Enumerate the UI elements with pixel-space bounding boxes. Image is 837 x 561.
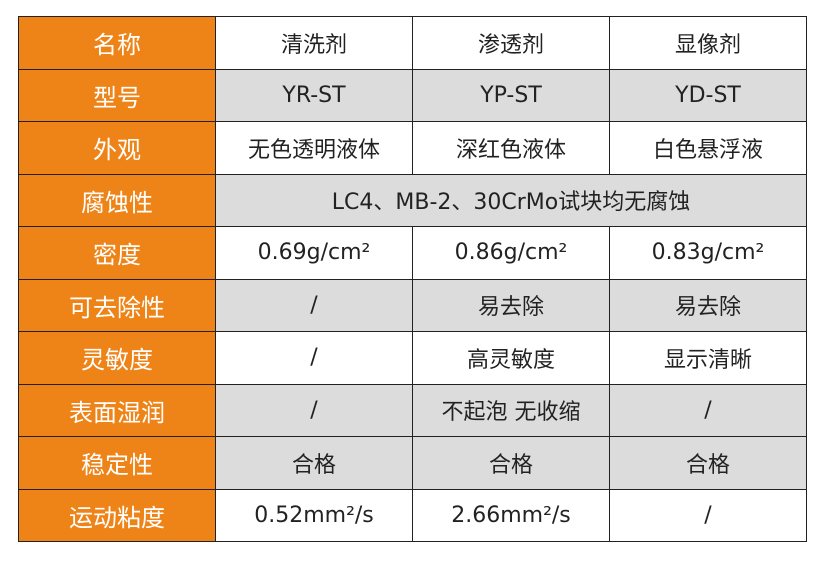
table-cell: YP-ST <box>412 68 610 122</box>
row-header: 腐蚀性 <box>18 173 216 227</box>
table-cell: / <box>609 383 807 437</box>
row-header: 名称 <box>18 16 216 70</box>
table-cell: 易去除 <box>609 278 807 332</box>
table-cell: 0.52mm²/s <box>215 488 413 542</box>
table-cell: / <box>609 488 807 542</box>
table-cell: 不起泡 无收缩 <box>412 383 610 437</box>
table-cell: 0.69g/cm² <box>215 226 413 280</box>
table-cell: 合格 <box>609 436 807 490</box>
row-header: 灵敏度 <box>18 331 216 385</box>
table-cell: 无色透明液体 <box>215 121 413 175</box>
table-cell: 清洗剂 <box>215 16 413 70</box>
table-cell: 显示清晰 <box>609 331 807 385</box>
table-cell: YR-ST <box>215 68 413 122</box>
spec-table: 名称 清洗剂 渗透剂 显像剂 型号 YR-ST YP-ST YD-ST 外观 无色透明液体 深红色液… <box>18 16 807 542</box>
table-row: 名称 清洗剂 渗透剂 显像剂 <box>18 16 807 70</box>
table-row: 外观 无色透明液体 深红色液体 白色悬浮液 <box>18 121 807 175</box>
table-row: 灵敏度 / 高灵敏度 显示清晰 <box>18 331 807 385</box>
row-header: 密度 <box>18 226 216 280</box>
table-row: 密度 0.69g/cm² 0.86g/cm² 0.83g/cm² <box>18 226 807 280</box>
row-header: 表面湿润 <box>18 383 216 437</box>
table-cell: 0.86g/cm² <box>412 226 610 280</box>
table-cell: 合格 <box>412 436 610 490</box>
table-cell: 渗透剂 <box>412 16 610 70</box>
row-header: 型号 <box>18 68 216 122</box>
table-cell: / <box>215 331 413 385</box>
table-cell: 高灵敏度 <box>412 331 610 385</box>
table-cell: 深红色液体 <box>412 121 610 175</box>
table-cell: LC4、MB-2、30CrMo试块均无腐蚀 <box>215 173 807 227</box>
table-cell: 2.66mm²/s <box>412 488 610 542</box>
table-row: 稳定性 合格 合格 合格 <box>18 436 807 490</box>
table-row: 可去除性 / 易去除 易去除 <box>18 278 807 332</box>
row-header: 运动粘度 <box>18 488 216 542</box>
row-header: 稳定性 <box>18 436 216 490</box>
table-cell: / <box>215 383 413 437</box>
table-cell: 0.83g/cm² <box>609 226 807 280</box>
table-cell: 白色悬浮液 <box>609 121 807 175</box>
table-row: 表面湿润 / 不起泡 无收缩 / <box>18 383 807 437</box>
table-cell: 易去除 <box>412 278 610 332</box>
table-row: 腐蚀性 LC4、MB-2、30CrMo试块均无腐蚀 <box>18 173 807 227</box>
table-cell: YD-ST <box>609 68 807 122</box>
table-row: 型号 YR-ST YP-ST YD-ST <box>18 68 807 122</box>
table-row: 运动粘度 0.52mm²/s 2.66mm²/s / <box>18 488 807 542</box>
table-cell: / <box>215 278 413 332</box>
row-header: 外观 <box>18 121 216 175</box>
row-header: 可去除性 <box>18 278 216 332</box>
table-cell: 显像剂 <box>609 16 807 70</box>
table-cell: 合格 <box>215 436 413 490</box>
